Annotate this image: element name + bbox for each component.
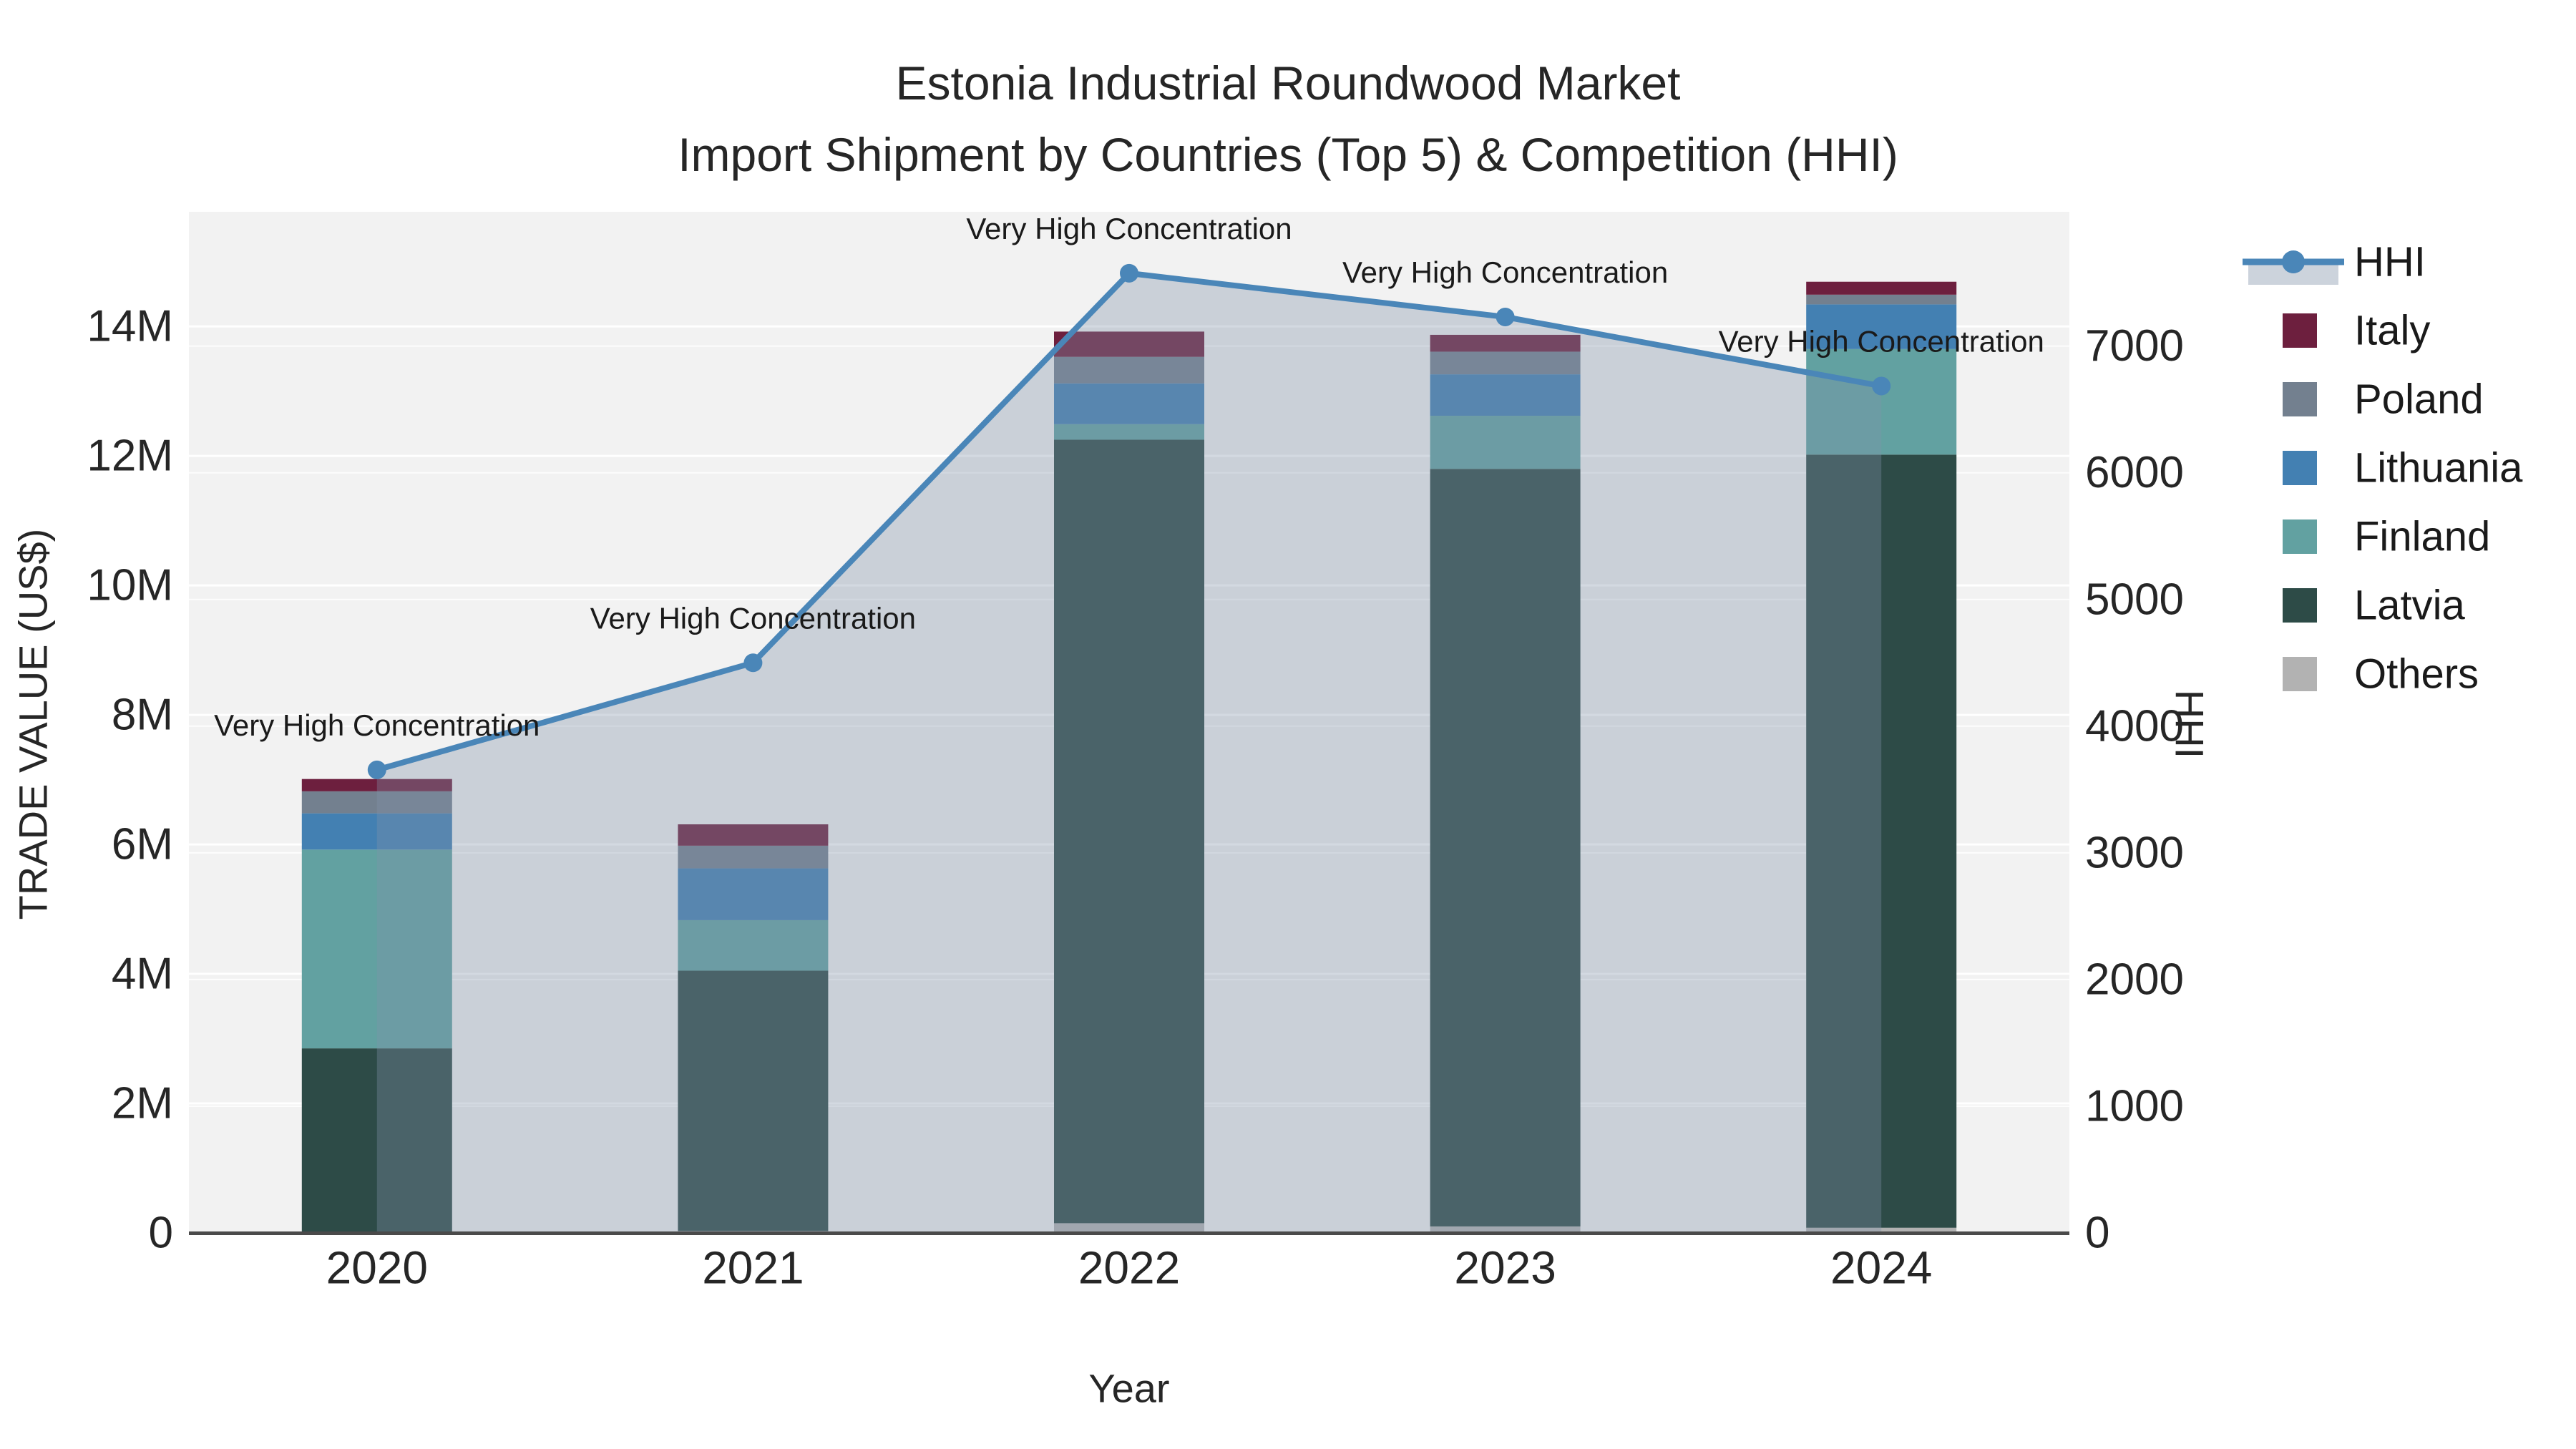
x-tick-label-2020: 2020 — [326, 1241, 428, 1293]
bar-segment-lithuania-2021[interactable] — [678, 868, 829, 920]
y-left-tick-label: 14M — [87, 302, 173, 351]
legend-swatch-icon — [2283, 519, 2317, 554]
y-left-tick-label: 6M — [112, 820, 173, 869]
annotation-2020: Very High Concentration — [214, 708, 540, 742]
bar-segment-finland-2021[interactable] — [678, 919, 829, 971]
hhi-marker-2022[interactable] — [1120, 263, 1138, 283]
x-tick-label-2022: 2022 — [1078, 1241, 1180, 1293]
annotation-2023: Very High Concentration — [1342, 255, 1668, 289]
y-right-tick-label: 1000 — [2085, 1081, 2184, 1131]
bar-segment-poland-2022[interactable] — [1054, 356, 1204, 384]
y-right-tick-label: 4000 — [2085, 701, 2184, 751]
bar-segment-lithuania-2024[interactable] — [1806, 304, 1957, 349]
bar-segment-italy-2022[interactable] — [1054, 331, 1204, 357]
legend-label: Lithuania — [2354, 445, 2523, 492]
chart-title: Estonia Industrial Roundwood Market Impo… — [0, 47, 2576, 190]
bar-segment-others-2024[interactable] — [1806, 1227, 1957, 1233]
annotation-2022: Very High Concentration — [966, 212, 1292, 245]
bar-segment-finland-2024[interactable] — [1806, 348, 1957, 455]
bar-segment-italy-2024[interactable] — [1806, 281, 1957, 295]
legend-swatch-icon — [2283, 588, 2317, 623]
bar-segment-poland-2023[interactable] — [1430, 351, 1581, 375]
bar-segment-lithuania-2020[interactable] — [301, 813, 452, 850]
y-right-tick-label: 6000 — [2085, 448, 2184, 497]
legend-item-hhi[interactable]: HHI — [2243, 239, 2426, 286]
legend-swatch-icon — [2283, 451, 2317, 485]
legend-label: Poland — [2354, 376, 2484, 423]
bar-segment-poland-2024[interactable] — [1806, 294, 1957, 305]
legend-label: Italy — [2354, 308, 2430, 354]
bar-segment-poland-2021[interactable] — [678, 845, 829, 869]
y-left-tick-label: 0 — [149, 1209, 173, 1258]
x-tick-label-2021: 2021 — [702, 1241, 804, 1293]
x-axis-title: Year — [1088, 1365, 1170, 1411]
legend-label: Finland — [2354, 514, 2490, 560]
chart-title-line1: Estonia Industrial Roundwood Market — [895, 57, 1681, 109]
y-right-tick-label: 5000 — [2085, 575, 2184, 624]
legend-item-finland[interactable]: Finland — [2283, 514, 2490, 560]
y-left-tick-label: 10M — [87, 561, 173, 610]
bar-segment-latvia-2021[interactable] — [678, 970, 829, 1231]
chart-title-line2: Import Shipment by Countries (Top 5) & C… — [678, 128, 1898, 181]
legend-swatch-icon — [2283, 313, 2317, 348]
annotation-2024: Very High Concentration — [1719, 324, 2044, 358]
y-axis-title-left: TRADE VALUE (US$) — [10, 528, 56, 920]
hhi-marker-2020[interactable] — [367, 760, 386, 779]
y-left-tick-label: 2M — [112, 1079, 173, 1128]
y-left-tick-label: 4M — [112, 950, 173, 999]
bar-segment-latvia-2024[interactable] — [1806, 454, 1957, 1228]
bar-segment-italy-2020[interactable] — [301, 779, 452, 791]
bar-segment-poland-2020[interactable] — [301, 791, 452, 814]
bar-segment-lithuania-2023[interactable] — [1430, 374, 1581, 416]
bar-segment-finland-2022[interactable] — [1054, 424, 1204, 440]
y-right-tick-label: 3000 — [2085, 828, 2184, 877]
bar-segment-lithuania-2022[interactable] — [1054, 383, 1204, 424]
y-right-tick-label: 0 — [2085, 1209, 2109, 1258]
y-right-tick-label: 7000 — [2085, 321, 2184, 371]
bar-segment-latvia-2023[interactable] — [1430, 469, 1581, 1226]
hhi-area-fill — [376, 273, 1882, 1233]
legend-label: HHI — [2354, 239, 2426, 286]
bar-segment-finland-2020[interactable] — [301, 849, 452, 1049]
legend-swatch-icon — [2283, 657, 2317, 691]
hhi-marker-2021[interactable] — [743, 653, 763, 673]
y-right-tick-label: 2000 — [2085, 955, 2184, 1004]
legend-item-latvia[interactable]: Latvia — [2283, 582, 2466, 629]
bar-segment-italy-2021[interactable] — [678, 824, 829, 846]
hhi-marker-2024[interactable] — [1872, 376, 1891, 396]
x-tick-label-2023: 2023 — [1454, 1241, 1556, 1293]
bar-segment-latvia-2022[interactable] — [1054, 439, 1204, 1224]
legend-item-italy[interactable]: Italy — [2283, 308, 2430, 354]
legend-item-others[interactable]: Others — [2283, 651, 2479, 698]
y-left-tick-label: 8M — [112, 691, 173, 740]
hhi-legend-marker-icon — [2282, 250, 2305, 273]
bar-segment-others-2023[interactable] — [1430, 1226, 1581, 1233]
bar-segment-latvia-2020[interactable] — [301, 1048, 452, 1232]
annotation-2021: Very High Concentration — [590, 601, 916, 635]
legend-label: Others — [2354, 651, 2479, 698]
x-axis-line — [189, 1231, 2069, 1235]
legend-swatch-icon — [2283, 382, 2317, 416]
legend-label: Latvia — [2354, 582, 2466, 629]
y-left-tick-label: 12M — [87, 431, 173, 481]
legend-item-lithuania[interactable]: Lithuania — [2283, 445, 2523, 492]
y-axis-title-right: HHI — [2167, 689, 2212, 759]
hhi-marker-2023[interactable] — [1496, 307, 1515, 326]
legend-item-poland[interactable]: Poland — [2283, 376, 2484, 423]
x-tick-label-2024: 2024 — [1830, 1241, 1932, 1293]
bar-segment-others-2022[interactable] — [1054, 1223, 1204, 1233]
bar-segment-italy-2023[interactable] — [1430, 334, 1581, 352]
bar-segment-finland-2023[interactable] — [1430, 416, 1581, 469]
